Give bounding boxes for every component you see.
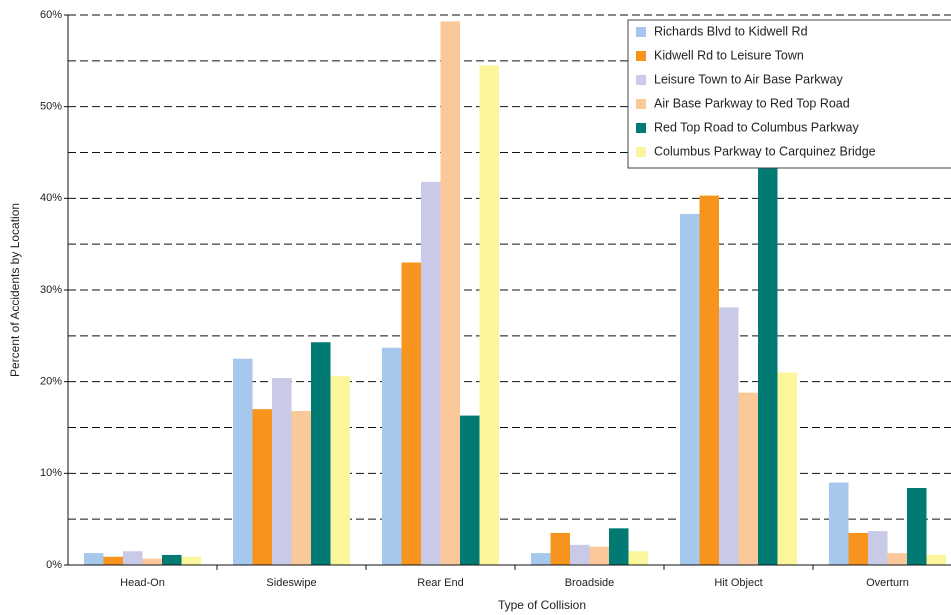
legend-swatch bbox=[636, 51, 646, 61]
bar bbox=[440, 21, 460, 565]
y-tick-label: 50% bbox=[40, 101, 62, 113]
bar bbox=[848, 532, 868, 565]
legend-label: Red Top Road to Columbus Parkway bbox=[654, 120, 859, 134]
bar bbox=[272, 378, 292, 565]
bar bbox=[887, 553, 907, 565]
bar bbox=[330, 376, 350, 565]
y-tick-label: 30% bbox=[40, 284, 62, 296]
legend-label: Air Base Parkway to Red Top Road bbox=[654, 96, 850, 110]
legend-box bbox=[627, 19, 951, 169]
bar bbox=[758, 166, 778, 565]
legend-swatch bbox=[636, 123, 646, 133]
bar bbox=[829, 482, 849, 565]
x-tick-label: Broadside bbox=[565, 577, 615, 589]
bar bbox=[550, 532, 570, 565]
bar bbox=[680, 213, 700, 565]
bar bbox=[233, 358, 253, 565]
bar bbox=[589, 546, 609, 565]
bar bbox=[181, 556, 201, 565]
legend-label: Kidwell Rd to Leisure Town bbox=[654, 48, 804, 62]
bar bbox=[531, 553, 551, 565]
bar bbox=[162, 554, 182, 565]
y-tick-label: 20% bbox=[40, 376, 62, 388]
bar bbox=[479, 65, 499, 566]
bar bbox=[719, 307, 739, 565]
legend-swatch bbox=[636, 99, 646, 109]
x-tick-label: Hit Object bbox=[714, 577, 762, 589]
bar bbox=[311, 342, 331, 565]
bar bbox=[907, 488, 927, 565]
bar bbox=[777, 372, 797, 565]
legend-label: Leisure Town to Air Base Parkway bbox=[654, 72, 844, 86]
bar bbox=[103, 556, 123, 565]
bar bbox=[252, 409, 272, 565]
legend-swatch bbox=[636, 75, 646, 85]
x-axis-title: Type of Collision bbox=[498, 598, 586, 612]
y-tick-label: 10% bbox=[40, 467, 62, 479]
bar bbox=[609, 528, 629, 565]
bar bbox=[142, 558, 162, 565]
bar bbox=[460, 415, 480, 565]
bar bbox=[926, 554, 946, 565]
y-tick-label: 40% bbox=[40, 192, 62, 204]
bar bbox=[401, 262, 421, 565]
legend-swatch bbox=[636, 27, 646, 37]
legend-label: Columbus Parkway to Carquinez Bridge bbox=[654, 144, 876, 158]
bar bbox=[291, 411, 311, 565]
bar bbox=[738, 392, 758, 565]
legend-label: Richards Blvd to Kidwell Rd bbox=[654, 24, 808, 38]
bar bbox=[382, 347, 402, 565]
y-axis-title: Percent of Accidents by Location bbox=[8, 203, 22, 377]
bar bbox=[628, 551, 648, 565]
bar bbox=[868, 531, 888, 565]
bar bbox=[699, 195, 719, 566]
bar bbox=[84, 553, 104, 565]
x-tick-label: Sideswipe bbox=[266, 577, 316, 589]
bar bbox=[570, 544, 590, 565]
y-tick-label: 60% bbox=[40, 9, 62, 21]
x-tick-label: Head-On bbox=[120, 577, 165, 589]
x-tick-label: Rear End bbox=[417, 577, 463, 589]
y-tick-label: 0% bbox=[46, 559, 62, 571]
legend-swatch bbox=[636, 147, 646, 157]
x-tick-label: Overturn bbox=[866, 577, 909, 589]
bar bbox=[123, 551, 143, 565]
legend: Richards Blvd to Kidwell Rd Kidwell Rd to… bbox=[627, 19, 951, 169]
bar bbox=[421, 181, 441, 566]
